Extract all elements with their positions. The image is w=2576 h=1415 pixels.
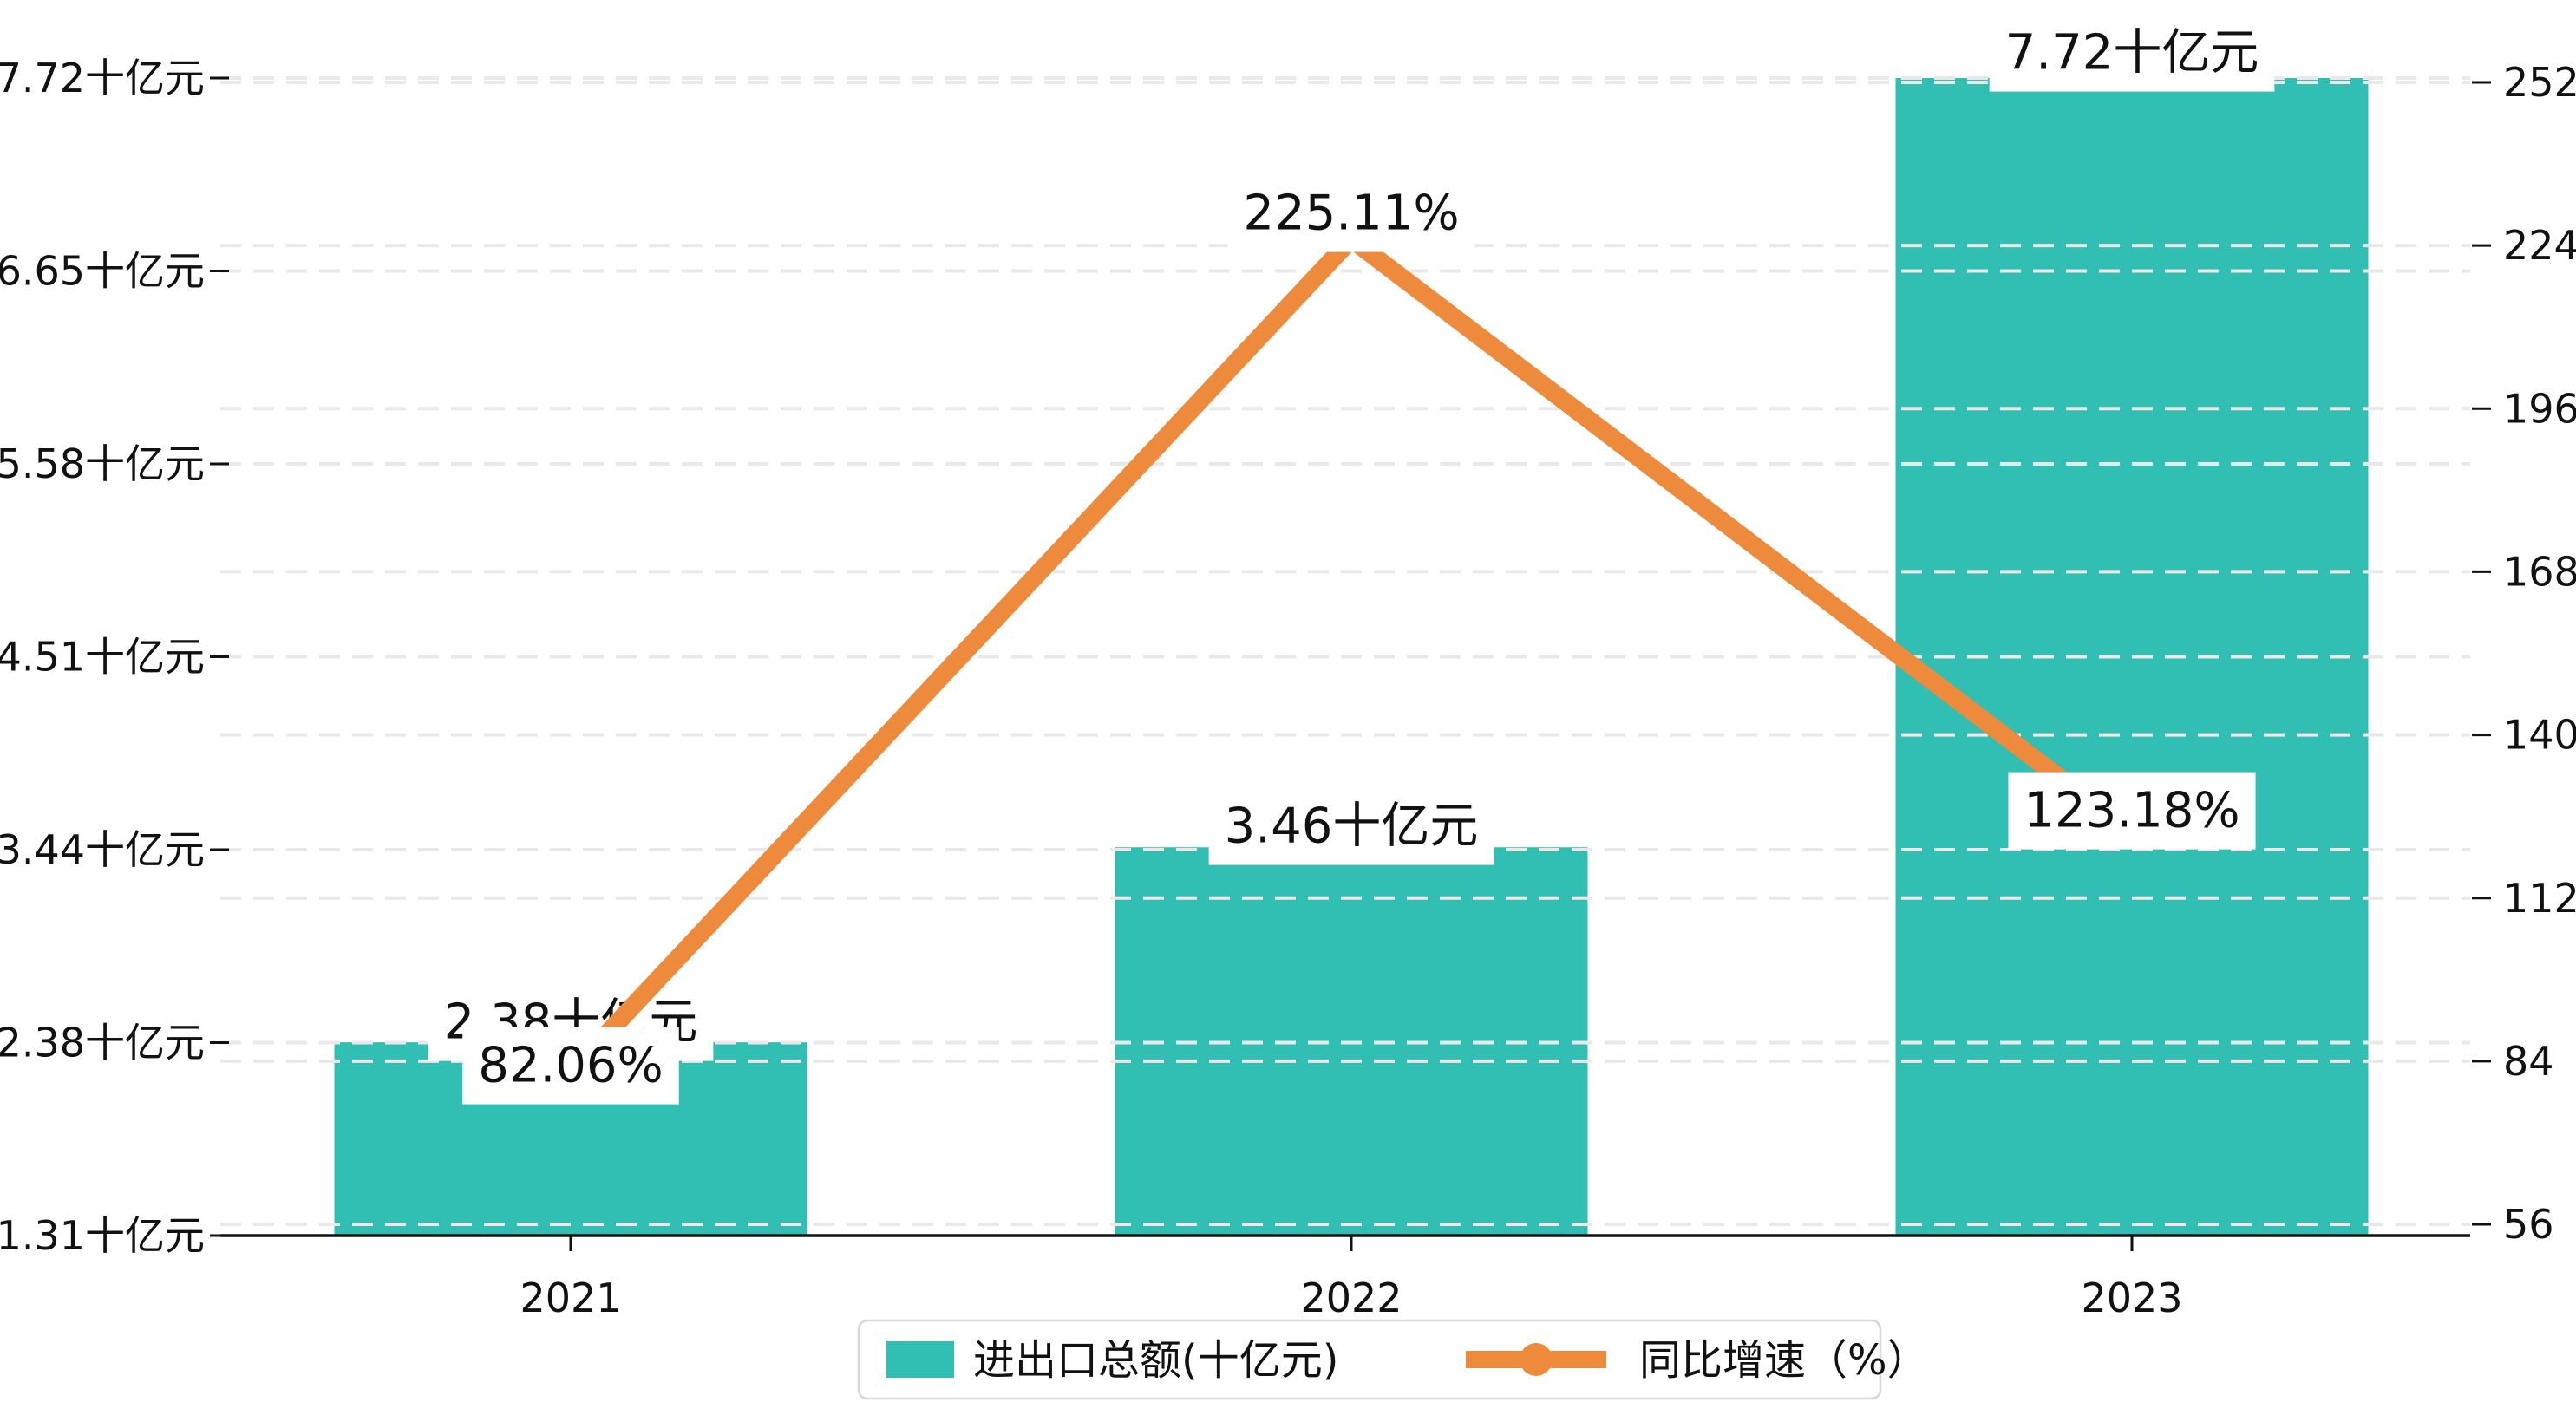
x-axis-label-2022: 2022 (1300, 1275, 1402, 1321)
y-axis-left-tick-label: 3.44十亿元 (0, 826, 205, 873)
y-axis-right-tick-label: 224 (2503, 222, 2576, 269)
y-axis-left-tick-label: 7.72十亿元 (0, 55, 205, 101)
legend-label-line-series: 同比增速（%） (1639, 1336, 1929, 1385)
legend: 进出口总额(十亿元) 同比增速（%） (857, 1319, 1929, 1400)
label-background (2008, 772, 2256, 850)
y-axis-left-tick-label: 1.31十亿元 (0, 1212, 205, 1259)
svg-text:123.18%: 123.18% (2024, 783, 2239, 839)
pct-value-label-2023: 123.18% (2008, 772, 2256, 850)
y-axis-left-tick-label: 6.65十亿元 (0, 248, 205, 295)
label-background (1208, 787, 1494, 865)
axes: 7.72十亿元 6.65十亿元 5.58十亿元 4.51十亿元 3.44十亿元 … (0, 55, 2576, 1321)
y-axis-right-tick-label: 84 (2503, 1038, 2554, 1085)
y-axis-right-tick-label: 196 (2503, 385, 2576, 432)
svg-text:82.06%: 82.06% (478, 1038, 664, 1094)
y-axis-left-tick-label: 5.58十亿元 (0, 440, 205, 487)
bar-value-label-2022: 3.46十亿元 (1208, 787, 1494, 865)
legend-box (857, 1319, 1882, 1400)
x-axis-label-2021: 2021 (520, 1275, 621, 1321)
y-axis-left-tick-label: 2.38十亿元 (0, 1020, 205, 1066)
legend-line-dot-icon (1520, 1343, 1553, 1376)
legend-bar-swatch-icon (886, 1341, 954, 1378)
legend-label-bar-series: 进出口总额(十亿元) (973, 1336, 1338, 1385)
pct-value-label-2022: 225.11% (1227, 174, 1475, 252)
label-background (1227, 174, 1475, 252)
y-axis-right-tick-label: 252 (2503, 59, 2576, 106)
legend-item-bar-series: 进出口总额(十亿元) (886, 1336, 1338, 1385)
y-axis-right-tick-label: 112 (2503, 875, 2576, 922)
y-axis-right-tick-label: 140 (2503, 712, 2576, 759)
bar-value-label-2023: 7.72十亿元 (1989, 14, 2275, 92)
legend-item-line-series: 同比增速（%） (1466, 1336, 1929, 1385)
y-axis-left-tick-label: 4.51十亿元 (0, 634, 205, 681)
label-background (462, 1027, 679, 1105)
svg-text:3.46十亿元: 3.46十亿元 (1225, 799, 1479, 855)
y-axis-right-tick-label: 56 (2503, 1201, 2554, 1248)
y-axis-right-tick-label: 168 (2503, 549, 2576, 596)
x-axis-label-2023: 2023 (2081, 1275, 2182, 1321)
svg-text:225.11%: 225.11% (1243, 186, 1459, 242)
pct-value-label-2021: 82.06% (462, 1027, 679, 1105)
svg-text:7.72十亿元: 7.72十亿元 (2005, 25, 2259, 82)
label-background (1989, 14, 2275, 92)
